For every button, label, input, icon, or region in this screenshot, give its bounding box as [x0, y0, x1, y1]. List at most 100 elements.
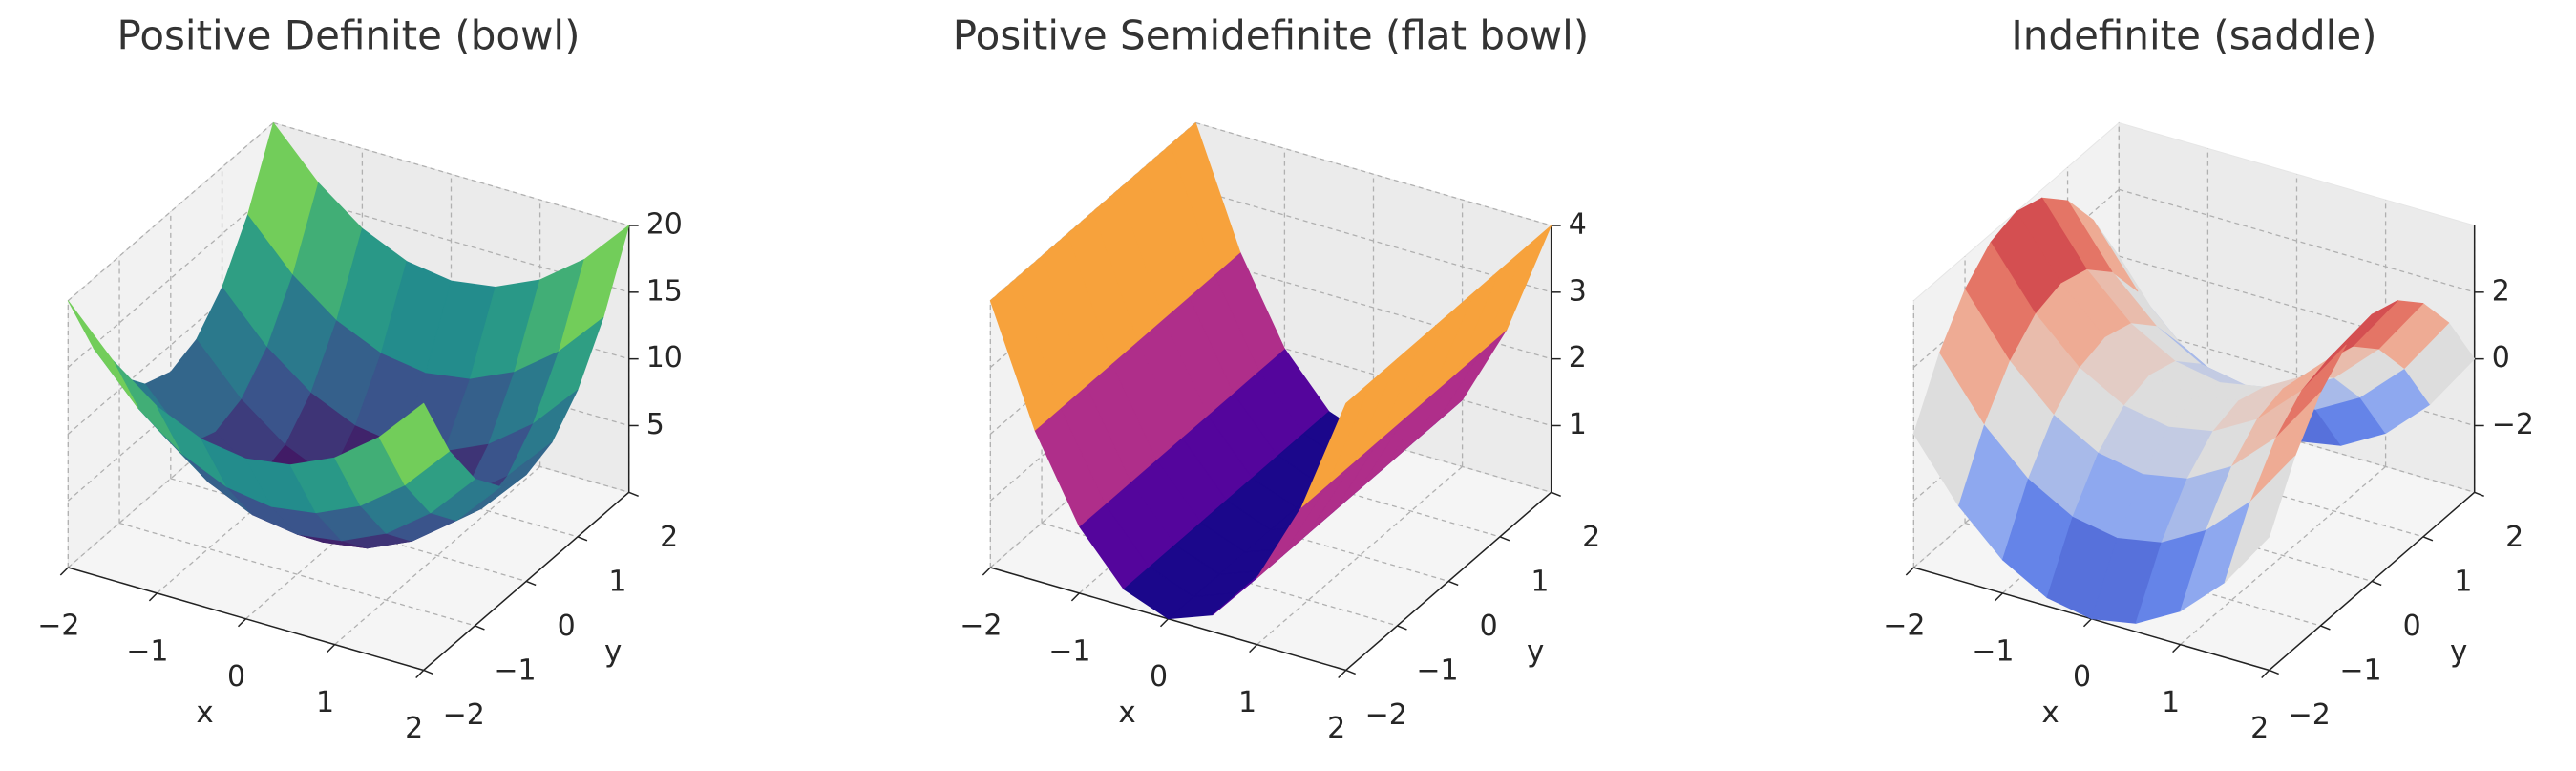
tick-mark	[1905, 567, 1914, 576]
y-tick-label: 2	[1582, 521, 1600, 554]
y-axis-label: y	[1527, 634, 1544, 669]
surface-patch	[989, 277, 1062, 431]
x-tick-label: 0	[227, 660, 245, 694]
z-tick-label: 15	[646, 274, 683, 308]
y-tick-label: −1	[2339, 653, 2381, 687]
tick-mark	[237, 618, 247, 628]
z-tick-label: 5	[646, 408, 665, 441]
x-tick-label: 2	[1327, 712, 1345, 745]
y-tick-label: −2	[2289, 698, 2331, 732]
tick-mark	[2320, 625, 2331, 631]
grid-line	[118, 522, 475, 627]
surface-patch	[1912, 353, 1985, 506]
axis-line	[423, 491, 630, 672]
y-tick-label: −1	[494, 653, 536, 687]
z-tick-label: 3	[1569, 274, 1587, 308]
tick-mark	[2172, 644, 2182, 653]
tick-mark	[2422, 536, 2434, 542]
tick-mark	[2371, 580, 2382, 587]
y-tick-label: 1	[608, 565, 626, 598]
tick-mark	[628, 491, 639, 497]
x-tick-label: −1	[1972, 634, 2014, 668]
tick-mark	[1159, 618, 1170, 628]
x-tick-label: 2	[405, 712, 423, 745]
grid-line	[2119, 322, 2475, 427]
tick-mark	[1499, 536, 1510, 542]
grid-line	[2119, 255, 2475, 360]
tick-mark	[2269, 669, 2279, 675]
x-tick-label: −2	[37, 609, 79, 642]
surface-patch	[67, 300, 139, 409]
tick-mark	[577, 536, 588, 542]
x-tick-label: 1	[316, 686, 334, 719]
tick-mark	[1551, 491, 1561, 497]
y-tick-label: 0	[2403, 610, 2421, 643]
tick-mark	[525, 580, 537, 587]
tick-mark	[982, 567, 991, 576]
x-tick-label: −2	[1883, 609, 1925, 642]
y-tick-label: −2	[1365, 698, 1407, 732]
grid-line	[67, 122, 274, 302]
y-tick-label: −1	[1416, 653, 1458, 687]
y-tick-label: 1	[1531, 565, 1549, 598]
grid-line	[1195, 188, 1552, 293]
tick-mark	[2474, 491, 2484, 497]
grid-line	[67, 188, 274, 369]
z-tick-label: 2	[2492, 274, 2510, 308]
grid-line	[1195, 121, 1552, 226]
grid-line	[1256, 465, 1464, 646]
tick-mark	[327, 644, 336, 653]
x-tick-label: 1	[2162, 686, 2180, 719]
y-tick-label: 0	[558, 610, 576, 643]
z-tick-label: 10	[646, 341, 683, 375]
z-tick-label: 0	[2492, 341, 2510, 375]
chart-title: Positive Definite (bowl)	[117, 12, 581, 59]
tick-mark	[423, 669, 433, 675]
axis-line	[1345, 491, 1552, 672]
x-tick-label: −1	[126, 634, 168, 668]
grid-line	[2119, 188, 2475, 293]
x-tick-label: 0	[1150, 660, 1168, 694]
y-tick-label: 0	[1480, 610, 1498, 643]
tick-mark	[1447, 580, 1459, 587]
tick-mark	[1070, 592, 1080, 602]
tick-mark	[475, 625, 485, 631]
y-axis-label: y	[604, 634, 622, 669]
z-tick-label: 1	[1569, 408, 1587, 441]
y-tick-label: 1	[2454, 565, 2472, 598]
x-axis-label: x	[1118, 696, 1135, 730]
grid-line	[334, 465, 541, 646]
surface-patch	[1300, 380, 1372, 508]
x-axis-label: x	[196, 696, 213, 730]
tick-mark	[1249, 644, 1258, 653]
axis-line	[2269, 491, 2476, 672]
z-tick-label: −2	[2492, 408, 2534, 441]
grid-line	[1195, 255, 1552, 360]
grid-line	[2180, 465, 2387, 646]
tick-mark	[2082, 618, 2093, 628]
x-tick-label: −2	[960, 609, 1002, 642]
y-tick-label: 2	[2505, 521, 2523, 554]
tick-mark	[1338, 669, 1347, 679]
tick-mark	[59, 567, 69, 576]
x-tick-label: −1	[1048, 634, 1090, 668]
y-tick-label: −2	[443, 698, 485, 732]
x-tick-label: 1	[1238, 686, 1256, 719]
chart-title: Indefinite (saddle)	[2011, 12, 2376, 59]
grid-line	[273, 121, 629, 226]
tick-mark	[1994, 592, 2003, 602]
y-tick-label: 2	[660, 521, 678, 554]
tick-mark	[1397, 625, 1407, 631]
z-tick-label: 2	[1569, 341, 1587, 375]
tick-mark	[415, 669, 425, 679]
y-axis-label: y	[2450, 634, 2467, 669]
z-tick-label: 20	[646, 208, 683, 242]
tick-mark	[148, 592, 158, 602]
tick-mark	[2261, 669, 2270, 679]
surface-patch	[378, 402, 451, 486]
chart-title: Positive Semidefinite (flat bowl)	[953, 12, 1589, 59]
